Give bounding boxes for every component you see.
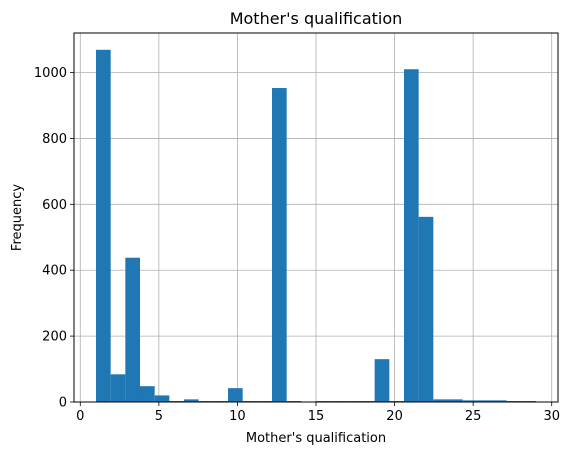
- chart-title: Mother's qualification: [230, 9, 403, 28]
- bars: [96, 49, 536, 403]
- histogram-bar: [433, 399, 448, 402]
- histogram-bar: [418, 216, 434, 402]
- y-tick-label: 800: [42, 132, 67, 147]
- y-axis-ticks: 0 200 400 600 800 1000: [34, 66, 74, 411]
- histogram-bar: [403, 69, 419, 402]
- x-axis-label: Mother's qualification: [246, 431, 386, 446]
- x-axis-ticks: 0 5 10 15 20 25 30: [76, 402, 560, 424]
- x-tick-label: 30: [543, 409, 560, 424]
- histogram-bar: [110, 374, 126, 402]
- histogram-bar: [96, 49, 111, 403]
- grid-lines: [74, 33, 558, 403]
- y-tick-label: 400: [42, 264, 67, 279]
- histogram-bar: [227, 388, 243, 402]
- histogram-bar: [374, 359, 390, 402]
- x-tick-label: 15: [308, 409, 325, 424]
- histogram-bar: [491, 400, 507, 402]
- x-tick-label: 0: [76, 409, 84, 424]
- y-tick-label: 1000: [34, 66, 67, 81]
- y-tick-label: 200: [42, 330, 67, 345]
- histogram-bar: [447, 399, 463, 402]
- x-tick-label: 5: [155, 409, 163, 424]
- histogram-bar: [183, 399, 199, 402]
- x-tick-label: 10: [229, 409, 246, 424]
- histogram-bar: [271, 88, 287, 402]
- y-axis-label: Frequency: [10, 184, 25, 251]
- histogram-bar: [462, 400, 478, 402]
- y-tick-label: 600: [42, 198, 67, 213]
- histogram-bar: [139, 386, 155, 402]
- x-tick-label: 20: [386, 409, 403, 424]
- histogram-bar: [154, 395, 170, 402]
- histogram-bar: [125, 257, 140, 402]
- x-tick-label: 25: [465, 409, 482, 424]
- y-tick-label: 0: [59, 396, 67, 411]
- histogram-bar: [477, 400, 492, 402]
